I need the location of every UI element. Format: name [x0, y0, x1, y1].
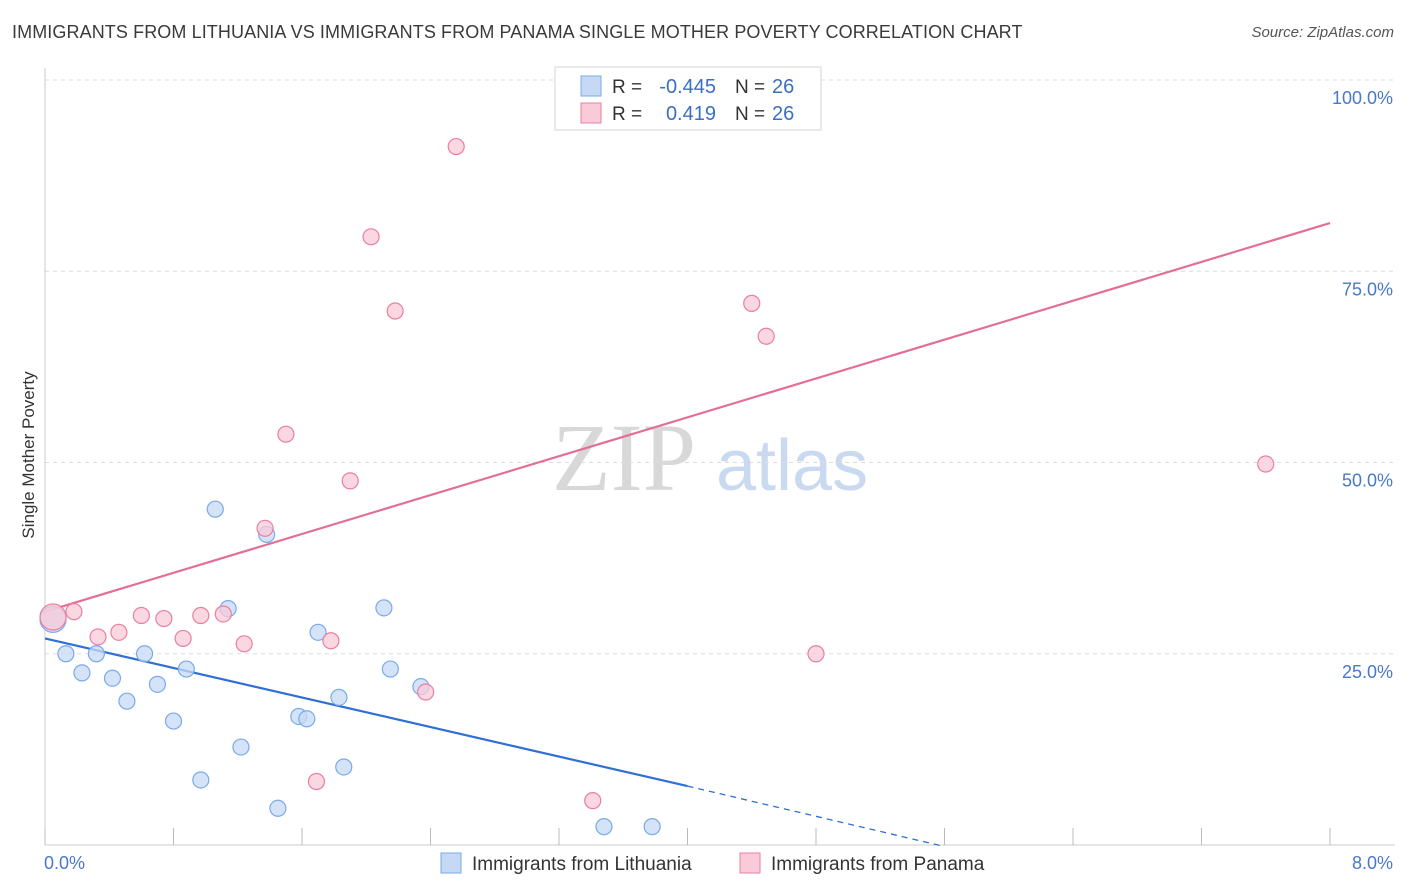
point-lithuania-6 — [135, 645, 154, 663]
watermark-atlas: atlas — [716, 426, 868, 506]
point-lithuania-1 — [57, 645, 75, 663]
series-legend: Immigrants from Lithuania Immigrants fro… — [440, 852, 985, 875]
point-panama-12 — [307, 772, 326, 791]
point-lithuania-24 — [595, 818, 613, 836]
point-panama-25 — [1257, 455, 1275, 473]
point-lithuania-11 — [206, 500, 224, 518]
point-lithuania-5 — [118, 692, 136, 710]
point-panama-13 — [322, 632, 340, 650]
legend-n-label-1: N = — [735, 77, 765, 98]
y-tick-label-100: 100.0% — [1332, 88, 1393, 108]
point-panama-14 — [341, 472, 359, 490]
trend-lines — [44, 222, 1331, 848]
bottom-legend-label-panama: Immigrants from Panama — [771, 854, 985, 875]
point-panama-18 — [447, 137, 465, 156]
legend-r-value-1: -0.445 — [659, 76, 716, 98]
point-lithuania-17 — [298, 710, 316, 728]
point-panama-9 — [235, 635, 253, 653]
watermark-zip: ZIP — [552, 404, 696, 511]
trend-line-panama — [44, 222, 1331, 613]
point-lithuania-8 — [164, 712, 183, 730]
legend-swatch-lithuania — [580, 75, 602, 97]
point-lithuania-25 — [643, 818, 661, 836]
legend-n-value-2: 26 — [772, 103, 794, 125]
point-panama-7 — [192, 606, 210, 625]
point-lithuania-21 — [375, 599, 393, 617]
point-panama-15 — [362, 228, 380, 246]
point-panama-2 — [89, 628, 107, 646]
legend-n-value-1: 26 — [772, 76, 794, 98]
point-lithuania-10 — [192, 771, 210, 789]
chart-title: IMMIGRANTS FROM LITHUANIA VS IMMIGRANTS … — [12, 22, 1023, 42]
x-tick-label-min: 0.0% — [44, 853, 85, 873]
point-lithuania-7 — [148, 675, 167, 693]
point-panama-17 — [417, 683, 435, 701]
axes — [44, 68, 1395, 846]
chart-source: Source: ZipAtlas.com — [1251, 24, 1394, 41]
correlation-legend: R = -0.445 N = 26 R = 0.419 N = 26 — [554, 66, 822, 131]
point-panama-1 — [65, 603, 83, 621]
point-panama-0 — [39, 603, 67, 631]
point-panama-16 — [386, 302, 404, 320]
bottom-legend-swatch-panama — [739, 852, 761, 874]
legend-r-label-1: R = — [612, 77, 642, 98]
point-panama-5 — [155, 609, 173, 628]
gridlines — [45, 79, 1395, 655]
point-panama-11 — [277, 425, 295, 443]
point-panama-4 — [132, 606, 150, 625]
trend-line-lithuania — [44, 637, 688, 788]
x-tick-label-max: 8.0% — [1352, 853, 1393, 873]
point-panama-10 — [256, 519, 274, 537]
legend-swatch-panama — [580, 102, 602, 124]
y-tick-label-75: 75.0% — [1342, 279, 1393, 299]
point-lithuania-15 — [269, 799, 287, 817]
point-lithuania-4 — [103, 669, 122, 687]
point-panama-24 — [807, 645, 825, 663]
y-axis-label: Single Mother Poverty — [19, 371, 38, 539]
y-tick-label-50: 50.0% — [1342, 471, 1393, 491]
y-tick-labels: 25.0% 50.0% 75.0% 100.0% — [1332, 88, 1393, 682]
point-lithuania-3 — [87, 645, 106, 663]
bottom-legend-label-lithuania: Immigrants from Lithuania — [472, 854, 692, 875]
bottom-legend-swatch-lithuania — [440, 852, 462, 874]
legend-n-label-2: N = — [735, 104, 765, 125]
point-panama-23 — [757, 327, 775, 345]
point-lithuania-22 — [381, 660, 399, 678]
y-tick-label-25: 25.0% — [1342, 662, 1393, 682]
point-lithuania-9 — [177, 660, 195, 678]
point-lithuania-20 — [335, 758, 353, 776]
point-lithuania-13 — [232, 738, 250, 756]
trend-line-lithuania-extrapolated — [687, 785, 945, 848]
point-panama-19 — [584, 792, 602, 810]
legend-r-label-2: R = — [612, 104, 642, 125]
point-lithuania-19 — [330, 688, 348, 706]
data-points — [39, 69, 1275, 836]
point-lithuania-18 — [309, 623, 327, 641]
x-tick-labels: 0.0% 8.0% — [44, 853, 1393, 873]
point-panama-8 — [214, 605, 232, 623]
point-panama-3 — [110, 623, 128, 641]
legend-r-value-2: 0.419 — [666, 103, 716, 125]
point-panama-6 — [174, 629, 192, 648]
point-panama-22 — [743, 294, 761, 312]
point-lithuania-2 — [73, 664, 91, 682]
